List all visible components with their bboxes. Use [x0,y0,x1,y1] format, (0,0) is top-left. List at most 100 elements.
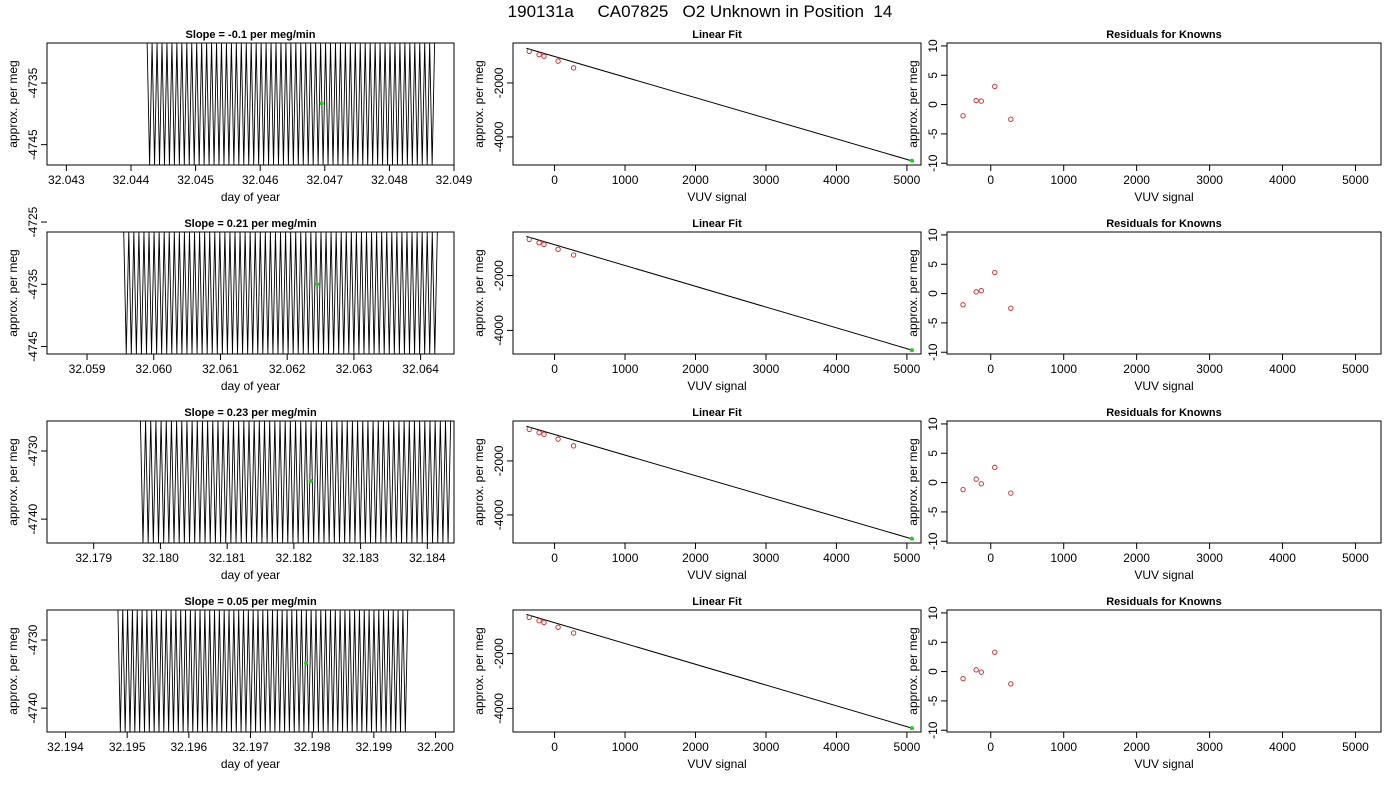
x-tick-label: 1000 [612,173,639,187]
x-tick-label: 32.198 [294,740,331,754]
x-tick-label: 0 [551,551,558,565]
x-axis-label: VUV signal [1134,190,1193,204]
y-axis-label: approx. per meg [472,627,486,714]
x-tick-label: 5000 [894,740,921,754]
known-point [541,619,547,625]
y-tick-label: -4000 [492,499,506,530]
y-tick-label: -4730 [26,435,40,466]
unknown-point [909,348,914,353]
x-tick-label: 2000 [1123,551,1150,565]
x-axis-label: day of year [221,379,280,393]
residual-point [1008,305,1014,311]
residual-point [973,476,979,482]
x-tick-label: 4000 [823,551,850,565]
x-tick-label: 5000 [1342,740,1369,754]
chart-title: Residuals for Knowns [1106,218,1222,230]
y-tick-label: -2000 [492,445,506,476]
x-tick-label: 32.045 [177,173,214,187]
y-tick-label: 5 [926,72,940,79]
x-tick-label: 32.060 [135,362,172,376]
x-axis-label: day of year [221,757,280,771]
y-tick-label: 10 [926,606,940,620]
known-point [526,614,532,621]
plot-frame [946,42,1382,166]
y-tick-label: 0 [926,668,940,675]
plot-frame [946,609,1382,733]
known-point [536,240,542,246]
fit-line [526,47,915,162]
x-tick-label: 0 [551,362,558,376]
y-tick-label: 5 [926,639,940,646]
unknown-point [909,726,914,731]
plot-frame [946,231,1382,355]
x-tick-label: 32.044 [113,173,150,187]
x-tick-label: 4000 [823,362,850,376]
x-tick-label: 3000 [1196,740,1223,754]
x-tick-label: 32.059 [69,362,106,376]
y-tick-label: 10 [926,417,940,431]
x-tick-label: 2000 [682,740,709,754]
residual-point [978,669,984,675]
oscillation-trace [123,232,438,354]
chart-panel-11: Linear Fit 0 1000 2000 3000 4000 5000 -2000 -400… [472,596,922,771]
plot-area [526,235,915,353]
y-tick-label: -5 [926,128,940,139]
known-point [570,443,577,449]
x-tick-label: 32.063 [336,362,373,376]
known-point [526,426,532,433]
x-tick-label: 1000 [612,362,639,376]
x-tick-label: 5000 [1342,551,1369,565]
residual-point [978,481,984,487]
y-tick-label: -4000 [492,693,506,724]
oscillation-trace [117,610,409,732]
chart-title: Linear Fit [692,218,742,230]
chart-title: Slope = 0.23 per meg/min [184,407,317,419]
x-tick-label: 2000 [1123,740,1150,754]
x-tick-label: 1000 [612,551,639,565]
residual-point [973,289,979,295]
y-tick-label: -10 [926,154,940,172]
known-point [541,431,547,437]
x-tick-label: 3000 [1196,362,1223,376]
chart-title: Slope = 0.21 per meg/min [184,218,317,230]
y-axis-label: approx. per meg [6,438,20,525]
known-point [536,618,542,624]
y-tick-label: -2000 [492,638,506,669]
y-axis-label: approx. per meg [6,249,20,336]
x-tick-label: 32.194 [47,740,84,754]
y-tick-label: 0 [926,290,940,297]
chart-panel-5: Linear Fit 0 1000 2000 3000 4000 5000 -2000 -400… [472,218,922,393]
x-axis-label: VUV signal [687,757,746,771]
y-axis-label: approx. per meg [906,249,920,336]
known-point [555,58,561,64]
x-tick-label: 32.179 [75,551,112,565]
known-point [570,65,577,71]
plot-frame [46,420,455,544]
x-tick-label: 32.047 [306,173,343,187]
x-tick-label: 0 [987,740,994,754]
known-point [536,51,542,58]
x-tick-label: 0 [551,740,558,754]
residual-point [973,97,979,104]
y-tick-label: -4745 [26,129,40,160]
y-tick-label: -10 [926,721,940,739]
x-axis-label: VUV signal [687,379,746,393]
x-tick-label: 1000 [1050,551,1077,565]
x-axis-label: VUV signal [1134,568,1193,582]
y-tick-label: -2000 [492,67,506,98]
y-tick-label: 5 [926,450,940,457]
known-point [555,624,561,630]
known-point [541,53,547,59]
y-tick-label: -5 [926,506,940,517]
chart-panel-2: Linear Fit 0 1000 2000 3000 4000 5000 -2000 -400… [472,29,922,204]
plot-area [117,610,409,732]
x-tick-label: 1000 [1050,740,1077,754]
residual-point [978,98,984,104]
plot-area [960,649,1014,687]
x-tick-label: 32.049 [436,173,473,187]
plot-frame [46,609,455,733]
x-tick-label: 4000 [1269,551,1296,565]
y-tick-label: 0 [926,101,940,108]
x-tick-label: 32.064 [402,362,439,376]
x-tick-label: 4000 [1269,362,1296,376]
